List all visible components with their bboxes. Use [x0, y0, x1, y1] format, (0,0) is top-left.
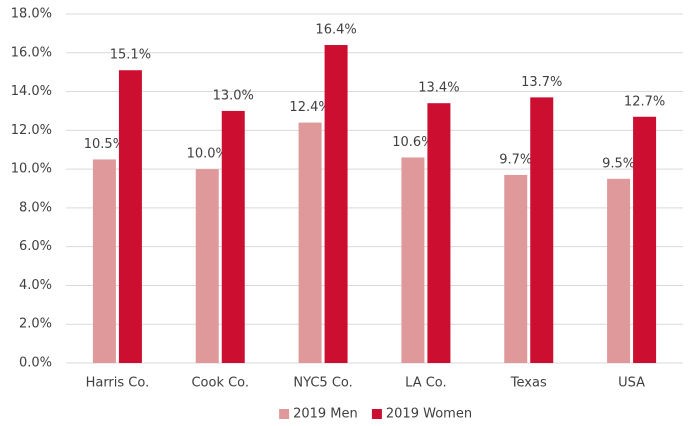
x-tick-label: USA — [618, 376, 645, 391]
bar — [530, 97, 554, 363]
bar — [504, 174, 528, 363]
y-tick-label: 0.0% — [19, 356, 52, 371]
value-label: 12.4% — [289, 100, 330, 115]
bar — [607, 178, 631, 363]
y-tick-label: 6.0% — [19, 239, 52, 254]
x-tick-label: Texas — [510, 376, 547, 391]
y-tick-label: 18.0% — [11, 7, 52, 22]
value-label: 10.0% — [187, 147, 228, 162]
bar — [221, 110, 245, 363]
y-tick-label: 10.0% — [11, 162, 52, 177]
bar — [633, 116, 657, 363]
x-tick-label: Cook Co. — [191, 376, 249, 391]
y-tick-label: 2.0% — [19, 317, 52, 332]
x-tick-label: LA Co. — [405, 376, 447, 391]
bar — [92, 159, 116, 363]
bar — [298, 122, 322, 363]
y-tick-label: 12.0% — [11, 123, 52, 138]
value-label: 10.5% — [84, 137, 125, 152]
y-tick-label: 16.0% — [11, 45, 52, 60]
bar — [118, 70, 142, 363]
y-tick-label: 14.0% — [11, 84, 52, 99]
value-label: 10.6% — [392, 135, 433, 150]
y-tick-label: 8.0% — [19, 200, 52, 215]
value-label: 12.7% — [624, 94, 665, 109]
legend-label: 2019 Women — [386, 407, 472, 422]
bar — [324, 45, 348, 364]
value-label: 13.7% — [521, 75, 562, 90]
value-label: 13.0% — [213, 88, 254, 103]
x-tick-label: Harris Co. — [86, 376, 150, 391]
value-label: 16.4% — [315, 23, 356, 38]
legend-swatch — [371, 409, 382, 419]
value-label: 13.4% — [418, 81, 459, 96]
value-label: 9.5% — [602, 156, 635, 171]
legend-swatch — [279, 409, 290, 419]
bar — [401, 157, 425, 363]
bar — [195, 169, 219, 363]
value-label: 15.1% — [110, 48, 151, 63]
value-label: 9.7% — [499, 152, 532, 167]
bar — [427, 103, 451, 363]
x-tick-label: NYC5 Co. — [293, 376, 352, 391]
legend-label: 2019 Men — [293, 407, 358, 422]
y-tick-label: 4.0% — [19, 278, 52, 293]
